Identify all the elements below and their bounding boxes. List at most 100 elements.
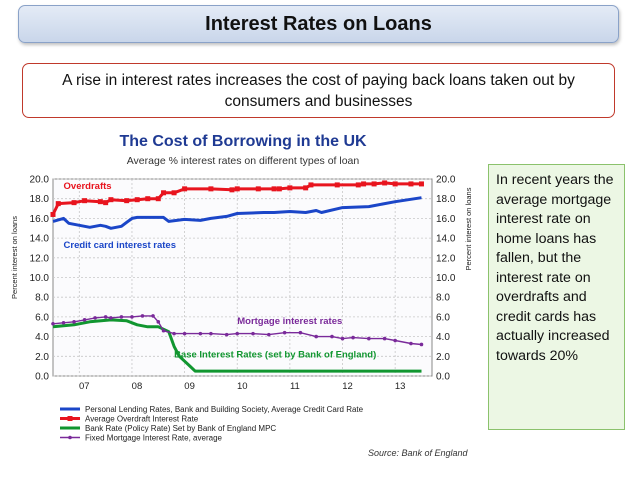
point-overdraft — [171, 190, 177, 196]
point-mortgage — [156, 320, 161, 324]
point-overdraft — [287, 185, 293, 191]
point-overdraft — [255, 186, 261, 192]
y-tick-label-right: 14.0 — [436, 234, 456, 245]
annotation-overdraft: Overdrafts — [64, 181, 112, 192]
point-overdraft — [82, 198, 88, 204]
chart-source: Source: Bank of England — [368, 448, 468, 458]
point-mortgage — [72, 320, 76, 324]
point-mortgage — [224, 332, 229, 337]
point-overdraft — [392, 181, 398, 187]
chart-title: The Cost of Borrowing in the UK — [119, 133, 367, 150]
x-tick-label: 10 — [237, 381, 248, 392]
point-overdraft — [97, 199, 103, 205]
point-mortgage — [393, 338, 397, 343]
point-overdraft — [418, 181, 424, 187]
series-line-credit — [52, 196, 422, 230]
point-overdraft — [234, 186, 240, 192]
point-mortgage — [409, 341, 413, 346]
point-mortgage — [161, 328, 166, 333]
point-mortgage — [251, 331, 255, 336]
y-tick-label-right: 10.0 — [436, 273, 456, 284]
y-tick-label-right: 2.0 — [436, 352, 450, 363]
y-tick-label-left: 8.0 — [35, 293, 49, 304]
point-overdraft — [161, 190, 167, 196]
point-mortgage — [61, 321, 66, 325]
y-tick-label-left: 12.0 — [30, 253, 50, 264]
point-overdraft — [145, 196, 151, 202]
point-mortgage — [351, 335, 355, 340]
point-mortgage — [235, 331, 240, 336]
point-mortgage — [103, 315, 108, 319]
annotation-base: Base Interest Rates (set by Bank of Engl… — [174, 349, 376, 360]
y-tick-label-left: 6.0 — [35, 312, 49, 323]
point-overdraft — [276, 186, 282, 192]
point-mortgage — [419, 342, 424, 347]
y-tick-label-right: 16.0 — [436, 214, 456, 225]
legend-label-overdraft: Average Overdraft Interest Rate — [85, 415, 199, 424]
point-overdraft — [103, 200, 109, 206]
point-overdraft — [382, 180, 388, 186]
point-overdraft — [308, 182, 314, 188]
subtitle-text: A rise in interest rates increases the c… — [62, 71, 575, 110]
point-mortgage — [340, 336, 345, 341]
chart-subtitle: Average % interest rates on different ty… — [126, 155, 360, 167]
y-tick-label-left: 18.0 — [30, 194, 50, 205]
y-tick-label-right: 6.0 — [436, 312, 450, 323]
point-overdraft — [182, 186, 188, 192]
point-overdraft — [355, 182, 361, 188]
y-tick-label-left: 0.0 — [35, 372, 49, 383]
note-box: In recent years the average mortgage int… — [488, 164, 625, 430]
y-tick-label-left: 2.0 — [35, 352, 49, 363]
y-tick-label-left: 14.0 — [30, 234, 50, 245]
point-overdraft — [361, 181, 367, 187]
y-tick-label-left: 16.0 — [30, 214, 50, 225]
point-mortgage — [82, 318, 87, 322]
point-mortgage — [209, 331, 213, 336]
y-tick-label-right: 20.0 — [436, 175, 456, 186]
y-tick-label-right: 8.0 — [436, 293, 450, 304]
y-axis-label-left: Percent interest on loans — [10, 216, 19, 299]
point-mortgage — [298, 330, 303, 335]
point-overdraft — [271, 186, 277, 192]
point-overdraft — [371, 181, 377, 187]
point-mortgage — [182, 331, 187, 336]
point-mortgage — [282, 330, 287, 335]
point-overdraft — [134, 197, 140, 203]
x-tick-label: 07 — [79, 381, 90, 392]
legend-label-credit: Personal Lending Rates, Bank and Buildin… — [85, 405, 364, 414]
x-tick-label: 09 — [184, 381, 195, 392]
point-overdraft — [108, 197, 114, 203]
y-tick-label-right: 18.0 — [436, 194, 456, 205]
point-overdraft — [229, 187, 235, 193]
y-tick-label-right: 4.0 — [436, 332, 450, 343]
point-mortgage — [93, 316, 97, 320]
point-overdraft — [334, 182, 340, 188]
point-overdraft — [124, 198, 130, 204]
title-text: Interest Rates on Loans — [205, 12, 432, 35]
point-mortgage — [330, 334, 334, 339]
note-text: In recent years the average mortgage int… — [496, 172, 614, 364]
annotation-credit: Credit card interest rates — [64, 240, 176, 251]
point-mortgage — [130, 315, 134, 319]
point-overdraft — [155, 196, 161, 202]
point-mortgage — [314, 334, 318, 339]
y-tick-label-right: 0.0 — [436, 372, 450, 383]
legend-marker-mortgage — [68, 435, 72, 440]
x-tick-label: 08 — [132, 381, 143, 392]
point-mortgage — [151, 314, 155, 318]
series-line-base — [52, 318, 422, 373]
x-tick-label: 13 — [395, 381, 406, 392]
point-mortgage — [51, 321, 55, 326]
subtitle-box: A rise in interest rates increases the c… — [22, 63, 615, 118]
point-mortgage — [109, 316, 113, 320]
legend-label-base: Bank Rate (Policy Rate) Set by Bank of E… — [85, 424, 276, 433]
y-tick-label-left: 4.0 — [35, 332, 49, 343]
y-tick-label-left: 10.0 — [30, 273, 50, 284]
point-overdraft — [55, 201, 61, 207]
legend-label-mortgage: Fixed Mortgage Interest Rate, average — [85, 434, 223, 443]
x-tick-label: 12 — [342, 381, 353, 392]
point-mortgage — [367, 336, 371, 341]
point-mortgage — [382, 336, 387, 341]
y-axis-label-right: Percent interest on loans — [464, 187, 473, 270]
point-mortgage — [119, 315, 124, 319]
